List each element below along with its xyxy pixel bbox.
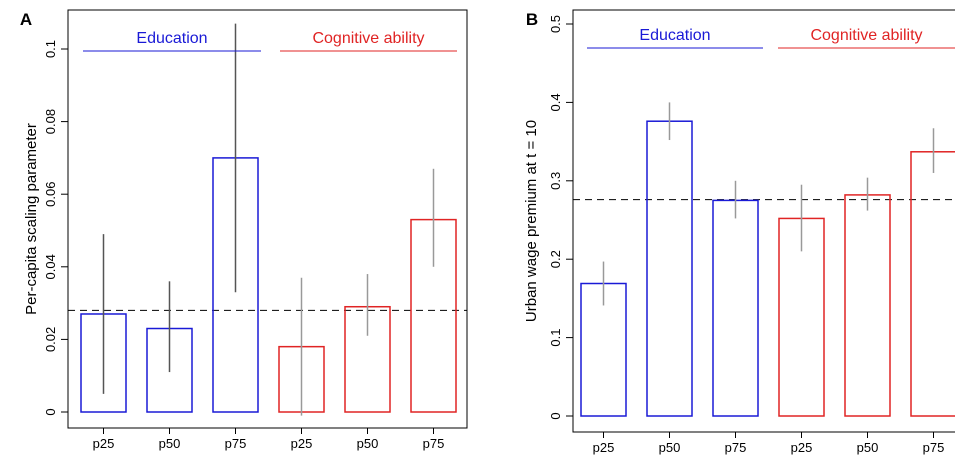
bar: [844, 194, 891, 417]
bar: [910, 151, 955, 417]
y-tick-label: 0.2: [548, 250, 563, 268]
y-axis-label: Urban wage premium at t = 10: [523, 120, 540, 322]
y-tick-label: 0.06: [43, 182, 58, 207]
y-tick-label: 0.1: [548, 329, 563, 347]
y-tick-label: 0.4: [548, 93, 563, 111]
category-label: p75: [225, 436, 247, 451]
category-label: p50: [357, 436, 379, 451]
category-label: p50: [857, 440, 879, 455]
bar: [712, 199, 759, 417]
plot-frame: [67, 9, 468, 429]
y-tick-label: 0.04: [43, 254, 58, 279]
chart-panel-a: A Education Cognitive ability 0 0.02 0.04 0.06…: [20, 9, 468, 451]
y-tick-label: 0.02: [43, 327, 58, 352]
group-label: Education: [136, 30, 207, 47]
group-label: Education: [639, 27, 710, 44]
y-tick-label: 0.3: [548, 172, 563, 190]
y-tick-label: 0: [548, 412, 563, 419]
panel-letter: A: [20, 10, 32, 29]
category-label: p25: [791, 440, 813, 455]
y-tick-label: 0.5: [548, 15, 563, 33]
plot-area: Education Cognitive ability: [68, 23, 467, 416]
category-label: p25: [291, 436, 313, 451]
y-axis-label: Per-capita scaling parameter: [23, 123, 40, 315]
group-label: Cognitive ability: [810, 27, 922, 44]
bar: [646, 120, 693, 417]
y-tick-label: 0: [43, 408, 58, 415]
category-label: p25: [593, 440, 615, 455]
category-label: p75: [725, 440, 747, 455]
category-label: p25: [93, 436, 115, 451]
plot-frame: [572, 9, 955, 433]
category-label: p50: [159, 436, 181, 451]
category-label: p75: [423, 436, 445, 451]
chart-panel-b: B Education Cognitive ability 0 0.1 0.2 0.3 0.4…: [523, 9, 955, 455]
category-label: p50: [659, 440, 681, 455]
y-tick-label: 0.08: [43, 109, 58, 134]
plot-area: Education Cognitive ability: [573, 27, 955, 417]
y-tick-label: 0.1: [43, 40, 58, 58]
group-label: Cognitive ability: [312, 30, 424, 47]
category-label: p75: [923, 440, 945, 455]
panel-letter: B: [526, 10, 538, 29]
